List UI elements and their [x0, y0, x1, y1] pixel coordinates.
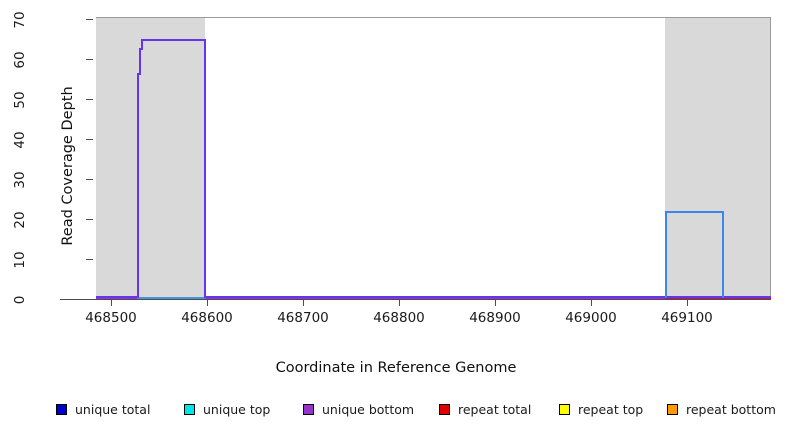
series-repeat-total-baseline [665, 297, 771, 299]
x-tick-label-1: 468600 [181, 310, 233, 326]
x-tick-4 [495, 300, 496, 306]
y-tick-7 [86, 19, 93, 20]
x-tick-0 [111, 300, 112, 306]
x-tick-5 [591, 300, 592, 306]
legend-item-repeat-top: repeat top [559, 400, 643, 418]
legend-item-repeat-bottom: repeat bottom [667, 400, 776, 418]
series-unique-total-base-right [204, 296, 771, 298]
series-unique-total-rise [137, 73, 139, 298]
x-tick-3 [399, 300, 400, 306]
legend-label-unique-bottom: unique bottom [322, 401, 415, 417]
legend-swatch-unique-bottom [303, 403, 314, 415]
series-repeat-peak-plateau [665, 211, 724, 213]
legend-label-repeat-total: repeat total [458, 401, 532, 417]
series-repeat-peak-fall [722, 211, 724, 298]
legend-swatch-unique-total [56, 403, 67, 415]
legend-label-unique-top: unique top [203, 401, 271, 417]
x-tick-label-4: 468900 [469, 310, 521, 326]
y-tick-2 [86, 219, 93, 220]
legend-swatch-repeat-bottom [667, 403, 678, 415]
y-tick-label-4: 40 [12, 131, 28, 149]
y-axis-title: Read Coverage Depth [60, 86, 76, 246]
legend: unique total unique top unique bottom re… [0, 400, 792, 420]
y-tick-label-5: 50 [12, 91, 28, 109]
plot-border-right [770, 17, 771, 299]
y-tick-label-7: 70 [12, 11, 28, 29]
legend-item-unique-top: unique top [184, 400, 270, 418]
legend-label-unique-total: unique total [75, 401, 151, 417]
y-tick-label-0: 0 [12, 295, 28, 305]
x-tick-label-3: 468800 [373, 310, 425, 326]
legend-item-unique-total: unique total [56, 400, 150, 418]
x-tick-2 [303, 300, 304, 306]
x-tick-label-6: 469100 [661, 310, 713, 326]
y-tick-label-1: 10 [12, 251, 28, 269]
y-tick-0 [86, 299, 93, 300]
legend-label-repeat-top: repeat top [578, 401, 644, 417]
plot-area [96, 18, 770, 299]
x-tick-label-2: 468700 [277, 310, 329, 326]
y-tick-label-2: 20 [12, 211, 28, 229]
legend-swatch-unique-top [184, 403, 195, 415]
legend-item-unique-bottom: unique bottom [303, 400, 414, 418]
plot-border-top [96, 17, 771, 18]
shaded-region-left [96, 18, 205, 299]
series-unique-total-step-2-rise [141, 40, 143, 50]
y-tick-4 [86, 139, 93, 140]
x-tick-1 [207, 300, 208, 306]
shaded-region-right [665, 18, 770, 299]
x-tick-label-5: 469000 [565, 310, 617, 326]
series-unique-total-base-left [96, 296, 138, 298]
x-axis-line [60, 299, 771, 300]
legend-label-repeat-bottom: repeat bottom [686, 401, 776, 417]
series-unique-total-plateau [141, 39, 206, 41]
series-repeat-peak-rise [665, 212, 667, 298]
series-unique-total-fall [204, 39, 206, 298]
series-unique-total-step-1-rise [139, 48, 141, 75]
y-tick-5 [86, 99, 93, 100]
series-unique-bottom-baseline [96, 297, 771, 299]
series-unique-top-baseline [137, 297, 206, 299]
legend-swatch-repeat-total [439, 403, 450, 415]
x-tick-label-0: 468500 [85, 310, 137, 326]
y-tick-label-3: 30 [12, 171, 28, 189]
legend-swatch-repeat-top [559, 403, 570, 415]
y-tick-1 [86, 259, 93, 260]
x-tick-6 [687, 300, 688, 306]
x-axis-title: Coordinate in Reference Genome [275, 360, 517, 376]
y-tick-6 [86, 59, 93, 60]
y-tick-label-6: 60 [12, 51, 28, 69]
y-tick-3 [86, 179, 93, 180]
legend-item-repeat-total: repeat total [439, 400, 531, 418]
